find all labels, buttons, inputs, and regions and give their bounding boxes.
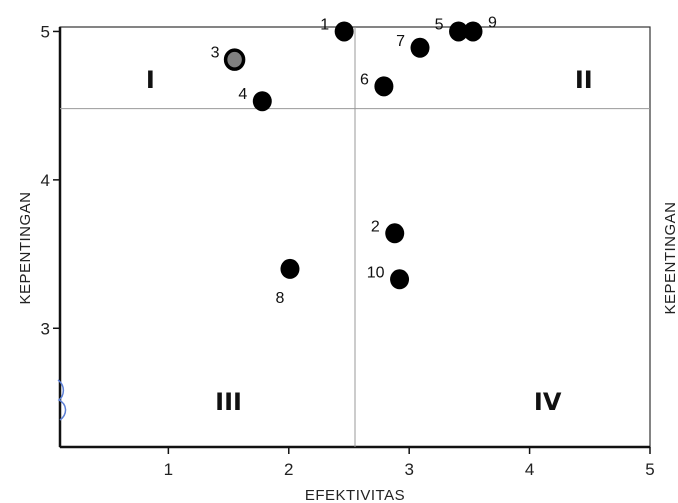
point-label: 4	[238, 86, 247, 103]
quadrant-dividers	[60, 27, 650, 447]
y-tick-label: 3	[41, 319, 50, 338]
data-point	[410, 37, 430, 58]
y-tick-label: 4	[41, 171, 50, 190]
data-point	[385, 223, 405, 244]
y-tick-label: 5	[41, 22, 50, 41]
data-points: 1 2 3 4 5 6 7 8 9 10	[211, 14, 497, 306]
point-label: 1	[320, 16, 329, 33]
data-point	[374, 76, 394, 97]
data-point	[252, 91, 272, 112]
x-tick-label: 3	[404, 460, 413, 479]
quadrant-label: III	[215, 388, 242, 416]
x-axis-ticks: 1 2 3 4 5	[164, 447, 655, 479]
y-axis-ticks: 3 4 5	[41, 22, 60, 338]
point-label: 7	[396, 33, 405, 50]
x-tick-label: 5	[645, 460, 654, 479]
point-label: 2	[371, 218, 380, 235]
point-label: 9	[488, 14, 497, 31]
x-tick-label: 4	[525, 460, 534, 479]
x-tick-label: 2	[284, 460, 293, 479]
y-axis-title: KEPENTINGAN	[17, 191, 34, 304]
x-axis-title: EFEKTIVITAS	[305, 487, 405, 503]
handwritten-mark	[57, 379, 67, 421]
point-label: 3	[211, 45, 220, 62]
quadrant-label: II	[575, 66, 593, 94]
data-point	[463, 21, 483, 42]
data-point	[334, 21, 354, 42]
right-axis-title: KEPENTINGAN	[662, 201, 678, 314]
data-point	[280, 258, 300, 279]
quadrant-label: I	[146, 66, 155, 94]
point-label: 6	[360, 71, 369, 88]
point-label: 8	[276, 290, 285, 307]
point-label: 10	[367, 264, 385, 281]
point-label: 5	[435, 16, 444, 33]
quadrant-label: IV	[534, 388, 562, 416]
data-point	[449, 21, 469, 42]
x-tick-label: 1	[164, 460, 173, 479]
data-point	[390, 269, 410, 290]
data-point	[223, 48, 246, 71]
